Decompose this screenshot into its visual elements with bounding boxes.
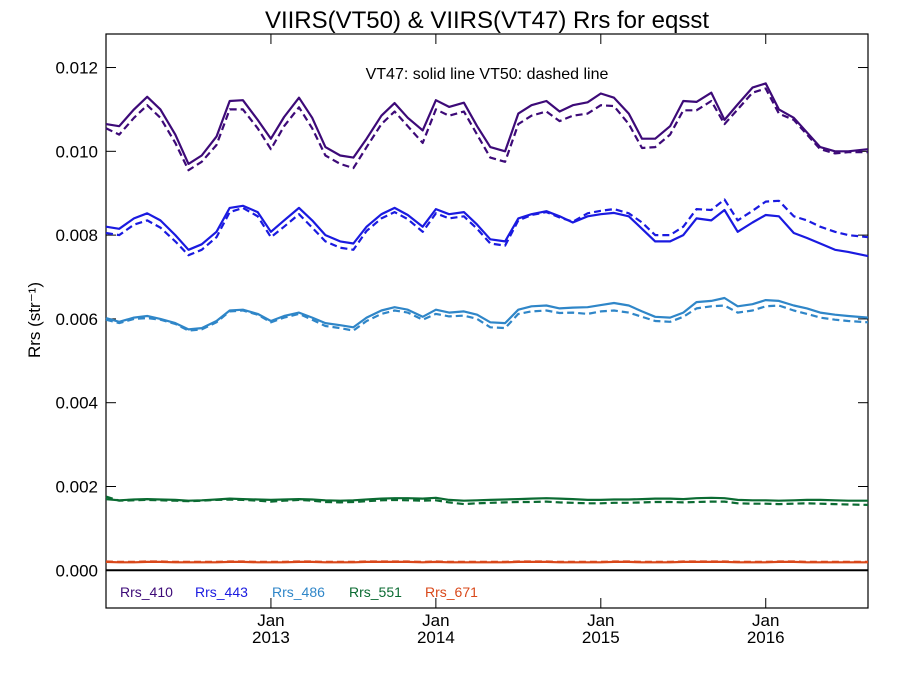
plot-frame xyxy=(105,33,869,609)
x-tick-label-month: Jan xyxy=(752,611,779,630)
series-line-rrs-486-dashed xyxy=(105,304,869,332)
legend-item: Rrs_410 xyxy=(120,584,173,600)
y-tick-label: 0.006 xyxy=(55,310,98,329)
y-tick-label: 0.010 xyxy=(55,142,98,161)
x-tick-label-month: Jan xyxy=(587,611,614,630)
y-tick-label: 0.004 xyxy=(55,394,98,413)
y-tick-label: 0.002 xyxy=(55,477,98,496)
y-tick-label: 0.008 xyxy=(55,226,98,245)
series-line-rrs-410-solid xyxy=(105,82,869,165)
series-line-rrs-443-solid xyxy=(105,204,869,258)
legend-item: Rrs_671 xyxy=(425,584,478,600)
y-axis-title: Rrs (str⁻¹) xyxy=(25,282,44,358)
line-style-annotation: VT47: solid line VT50: dashed line xyxy=(366,66,609,83)
plot-area: 0.0000.0020.0040.0060.0080.0100.012Jan20… xyxy=(55,33,869,647)
series-line-rrs-551-dashed xyxy=(105,495,869,506)
x-tick-label-year: 2014 xyxy=(417,628,455,647)
series-line-rrs-410-dashed xyxy=(105,87,868,172)
x-tick-label-year: 2013 xyxy=(252,628,290,647)
x-tick-label-month: Jan xyxy=(422,611,449,630)
legend-item: Rrs_551 xyxy=(349,584,402,600)
y-tick-label: 0.012 xyxy=(55,59,98,78)
x-tick-label-year: 2016 xyxy=(747,628,785,647)
x-tick-label-month: Jan xyxy=(257,611,284,630)
chart-title: VIIRS(VT50) & VIIRS(VT47) Rrs for eqsst xyxy=(265,7,709,34)
legend-item: Rrs_486 xyxy=(272,584,325,600)
x-tick-label-year: 2015 xyxy=(582,628,620,647)
legend-item: Rrs_443 xyxy=(195,584,248,600)
y-tick-label: 0.000 xyxy=(55,561,98,580)
